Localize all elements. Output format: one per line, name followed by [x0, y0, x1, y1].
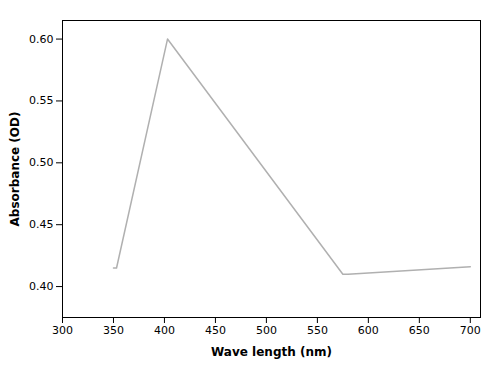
svg-text:300: 300: [52, 324, 73, 337]
svg-text:350: 350: [103, 324, 124, 337]
svg-text:650: 650: [409, 324, 430, 337]
svg-text:600: 600: [358, 324, 379, 337]
svg-text:0.45: 0.45: [29, 218, 54, 231]
svg-text:450: 450: [205, 324, 226, 337]
svg-text:550: 550: [307, 324, 328, 337]
svg-text:Wave length (nm): Wave length (nm): [211, 345, 332, 359]
svg-text:0.60: 0.60: [29, 33, 54, 46]
svg-text:Absorbance (OD): Absorbance (OD): [8, 112, 22, 227]
svg-text:500: 500: [256, 324, 277, 337]
svg-text:0.55: 0.55: [29, 94, 54, 107]
svg-text:0.50: 0.50: [29, 156, 54, 169]
svg-text:0.40: 0.40: [29, 280, 54, 293]
svg-text:700: 700: [460, 324, 481, 337]
svg-text:400: 400: [154, 324, 175, 337]
